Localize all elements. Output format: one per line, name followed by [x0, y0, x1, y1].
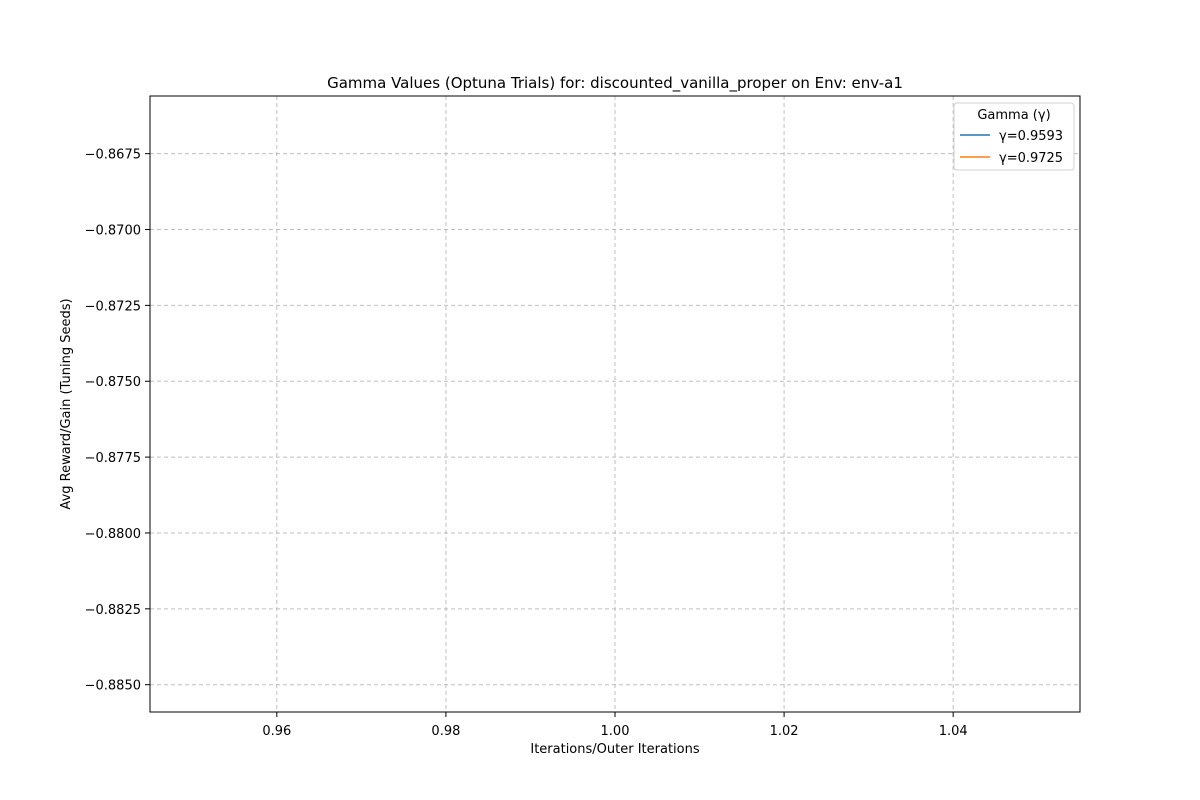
y-axis-label: Avg Reward/Gain (Tuning Seeds) — [59, 298, 74, 509]
y-tick-label: −0.8725 — [85, 299, 141, 314]
x-tick-label: 0.98 — [431, 724, 460, 739]
y-tick-label: −0.8825 — [85, 603, 141, 618]
grid-layer — [150, 96, 1080, 712]
x-axis-label: Iterations/Outer Iterations — [530, 742, 699, 757]
legend-box — [953, 102, 1075, 171]
y-tick-label: −0.8750 — [85, 375, 141, 390]
legend-entries: γ=0.9593 γ=0.9725 — [960, 129, 1063, 166]
y-tick-label: −0.8700 — [85, 224, 141, 239]
legend-entry-label: γ=0.9593 — [999, 129, 1063, 144]
y-tick-label: −0.8850 — [85, 679, 141, 694]
legend: Gamma (γ) γ=0.9593 γ=0.9725 — [953, 102, 1075, 171]
x-tick-label: 1.04 — [939, 724, 968, 739]
x-tick-label: 1.02 — [770, 724, 799, 739]
chart-title: Gamma Values (Optuna Trials) for: discou… — [327, 74, 903, 93]
x-tick-label: 1.00 — [601, 724, 630, 739]
legend-entry-label: γ=0.9725 — [999, 151, 1063, 166]
y-tick-label: −0.8675 — [85, 148, 141, 163]
y-tick-label: −0.8775 — [85, 451, 141, 466]
legend-title: Gamma (γ) — [977, 108, 1050, 123]
x-axis-ticks: 0.96 0.98 1.00 1.02 1.04 — [262, 712, 968, 739]
y-tick-label: −0.8800 — [85, 527, 141, 542]
x-tick-label: 0.96 — [262, 724, 291, 739]
y-axis-ticks: −0.8675 −0.8700 −0.8725 −0.8750 −0.8775 −0.88… — [85, 148, 150, 694]
